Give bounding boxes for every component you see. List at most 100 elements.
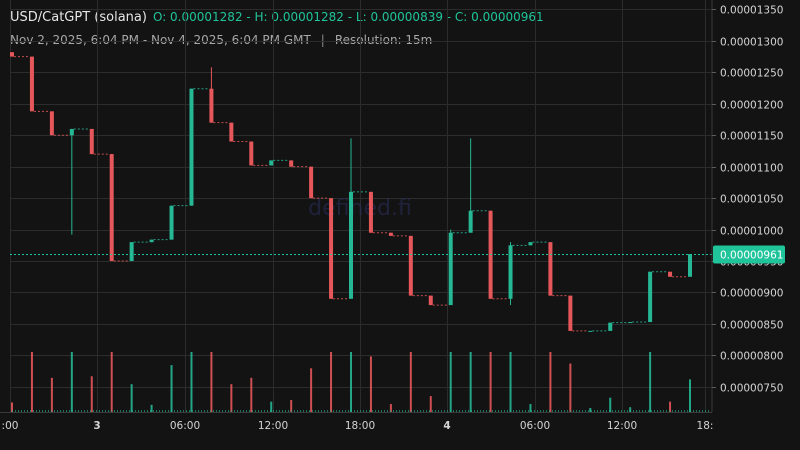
volume-base-tick xyxy=(705,410,706,412)
volume-bar xyxy=(589,408,592,412)
candle-body xyxy=(508,245,513,299)
volume-base-tick xyxy=(297,410,298,412)
candle[interactable] xyxy=(688,254,692,277)
volume-base-tick xyxy=(168,410,169,412)
volume-base-tick xyxy=(57,410,58,412)
candle[interactable] xyxy=(229,122,250,143)
candle[interactable] xyxy=(49,111,70,136)
volume-base-tick xyxy=(75,410,76,412)
candle[interactable] xyxy=(648,271,669,323)
volume-base-tick xyxy=(669,410,670,412)
candle[interactable] xyxy=(668,271,688,278)
volume-base-tick xyxy=(696,410,697,412)
candle-body xyxy=(588,330,593,332)
volume-base-tick xyxy=(204,410,205,412)
volume-base-tick xyxy=(390,410,391,412)
volume-base-tick xyxy=(474,410,475,412)
candle[interactable] xyxy=(588,330,609,332)
candle-body xyxy=(29,56,34,112)
candle-body xyxy=(149,239,154,243)
volume-base-tick xyxy=(582,410,583,412)
y-tick-label: 0.00001050 xyxy=(720,194,783,206)
candles[interactable] xyxy=(10,52,692,332)
candle[interactable] xyxy=(548,242,569,297)
candle[interactable] xyxy=(69,128,90,235)
volume-base-tick xyxy=(405,410,406,412)
volume-base-tick xyxy=(186,410,187,412)
header-separator: | xyxy=(320,33,325,47)
volume-base-tick xyxy=(291,410,292,412)
candle[interactable] xyxy=(528,241,549,246)
x-axis: :00 3 06:00 12:00 18:00 4 06:00 12:00 18: xyxy=(0,412,713,432)
candle[interactable] xyxy=(89,128,110,155)
volume-base-tick xyxy=(363,410,364,412)
candle[interactable] xyxy=(10,52,30,58)
volume-base-tick xyxy=(465,410,466,412)
candle[interactable] xyxy=(608,322,629,331)
candle[interactable] xyxy=(349,138,369,299)
candle[interactable] xyxy=(169,205,190,240)
volume-base-tick xyxy=(54,410,55,412)
candle[interactable] xyxy=(109,154,130,262)
candle-body xyxy=(468,210,473,233)
volume-base-tick xyxy=(651,410,652,412)
volume-base-tick xyxy=(666,410,667,412)
candle-body xyxy=(568,295,573,331)
y-tick-label: 0.00001250 xyxy=(720,68,783,80)
volume-base-tick xyxy=(162,410,163,412)
volume-bar xyxy=(369,356,372,412)
volume-base-tick xyxy=(276,410,277,412)
volume-base-tick xyxy=(672,410,673,412)
watermark: defined.fi xyxy=(308,196,412,221)
candle[interactable] xyxy=(568,295,589,332)
candle[interactable] xyxy=(149,239,170,243)
candle-body xyxy=(548,242,553,296)
candle[interactable] xyxy=(209,67,230,124)
volume-base-tick xyxy=(144,410,145,412)
candle[interactable] xyxy=(508,242,529,306)
volume-base-tick xyxy=(240,410,241,412)
candle[interactable] xyxy=(249,141,270,166)
volume-base-tick xyxy=(258,410,259,412)
candle[interactable] xyxy=(329,198,349,300)
candle[interactable] xyxy=(29,56,50,112)
volume-base-tick xyxy=(477,410,478,412)
chart-header-range: Nov 2, 2025, 6:04 PM - Nov 4, 2025, 6:04… xyxy=(10,33,432,47)
candle[interactable] xyxy=(368,191,389,234)
y-tick-label: 0.00001000 xyxy=(720,226,783,238)
candle[interactable] xyxy=(309,166,330,199)
volume-bars xyxy=(11,352,709,412)
volume-base-tick xyxy=(603,410,604,412)
volume-base-tick xyxy=(513,410,514,412)
candle-body xyxy=(528,242,533,246)
volume-bar xyxy=(70,352,73,412)
candle-body xyxy=(628,322,633,324)
volume-base-tick xyxy=(45,410,46,412)
volume-bar xyxy=(250,377,253,412)
candle[interactable] xyxy=(628,321,649,324)
volume-base-tick xyxy=(153,410,154,412)
candle[interactable] xyxy=(289,160,310,168)
volume-base-tick xyxy=(432,410,433,412)
volume-base-tick xyxy=(72,410,73,412)
volume-base-tick xyxy=(456,410,457,412)
volume-base-tick xyxy=(138,410,139,412)
candle[interactable] xyxy=(448,229,469,306)
volume-base-tick xyxy=(549,410,550,412)
volume-base-tick xyxy=(594,410,595,412)
volume-base-tick xyxy=(318,410,319,412)
candle[interactable] xyxy=(388,232,409,237)
volume-bar xyxy=(270,401,273,412)
candle[interactable] xyxy=(428,295,449,306)
volume-base-tick xyxy=(165,410,166,412)
candle[interactable] xyxy=(408,235,429,297)
candle[interactable] xyxy=(468,138,489,233)
volume-base-tick xyxy=(354,410,355,412)
candle[interactable] xyxy=(269,159,290,166)
candle[interactable] xyxy=(129,241,150,262)
volume-base-tick xyxy=(210,410,211,412)
volume-base-tick xyxy=(420,410,421,412)
candle[interactable] xyxy=(189,88,210,206)
volume-base-tick xyxy=(678,410,679,412)
